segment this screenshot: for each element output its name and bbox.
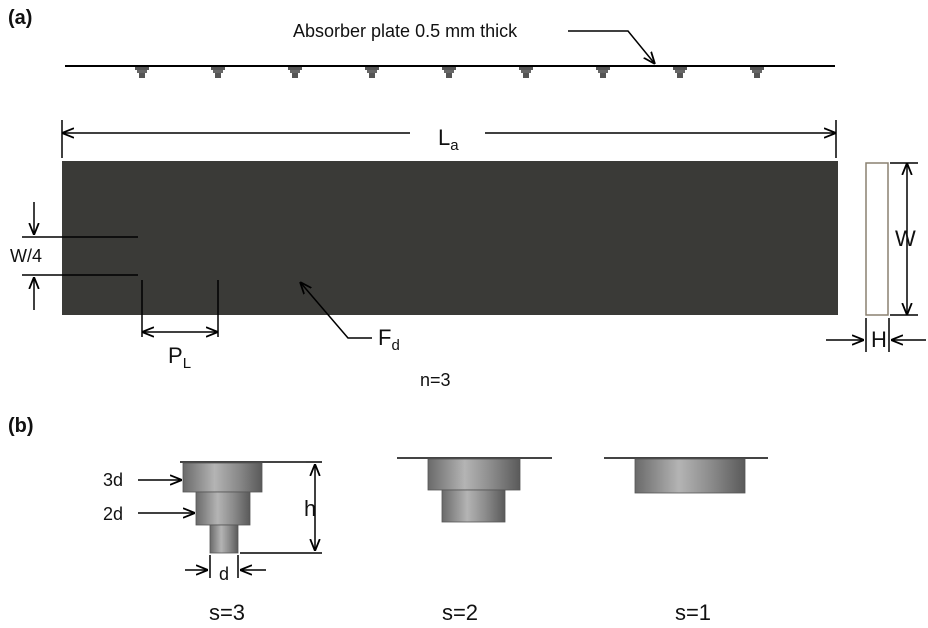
fin-profile xyxy=(135,67,149,70)
step-2d-label: 2d xyxy=(103,504,123,524)
figure: (a) Absorber plate 0.5 mm thick La W/4 P… xyxy=(0,0,928,628)
fin-profile xyxy=(446,73,452,78)
fin-profile xyxy=(596,67,610,70)
height-label: H xyxy=(871,327,887,352)
absorber-top-view xyxy=(62,161,838,315)
fin-profile xyxy=(288,67,302,70)
side-view xyxy=(866,163,888,315)
fin-block xyxy=(428,459,520,490)
step-3d-label: 3d xyxy=(103,470,123,490)
fin-profile xyxy=(675,70,685,73)
fin-profile xyxy=(673,67,687,70)
fin-profile xyxy=(442,67,456,70)
fin-profile xyxy=(365,67,379,70)
fin-profile xyxy=(523,73,529,78)
rows-label: n=3 xyxy=(420,370,451,390)
fin-block xyxy=(196,492,250,525)
quarter-width-label: W/4 xyxy=(10,246,42,266)
case-label: s=3 xyxy=(209,600,245,625)
fin-profile xyxy=(139,73,145,78)
fin-profile xyxy=(292,73,298,78)
text: d xyxy=(391,337,399,354)
fin-diameter-label: Fd xyxy=(378,325,400,354)
fin-profile xyxy=(677,73,683,78)
d-label: d xyxy=(219,564,229,584)
fin-block xyxy=(635,459,745,493)
text: P xyxy=(168,343,183,368)
text: L xyxy=(438,125,450,150)
text: L xyxy=(183,355,191,372)
fin-block xyxy=(210,525,238,553)
fin-profile xyxy=(752,70,762,73)
fin-profile xyxy=(213,70,223,73)
note-leader xyxy=(568,31,655,64)
fin-profile xyxy=(600,73,606,78)
fin-profile xyxy=(369,73,375,78)
h-label: h xyxy=(304,496,316,521)
part-b-label: (b) xyxy=(8,415,34,437)
fin-profile xyxy=(290,70,300,73)
fin-profile xyxy=(367,70,377,73)
plate-note: Absorber plate 0.5 mm thick xyxy=(293,21,518,41)
pitch-label: PL xyxy=(168,343,191,372)
fin-block xyxy=(183,463,262,492)
text: F xyxy=(378,325,391,350)
fin-block xyxy=(442,490,505,522)
fin-profile xyxy=(137,70,147,73)
case-label: s=1 xyxy=(675,600,711,625)
fin-profile xyxy=(598,70,608,73)
fin-profile xyxy=(521,70,531,73)
part-a-label: (a) xyxy=(8,7,32,29)
width-label: W xyxy=(895,226,916,251)
fin-profile xyxy=(519,67,533,70)
fin-profile xyxy=(444,70,454,73)
fin-profile xyxy=(750,67,764,70)
fin-profile xyxy=(754,73,760,78)
text: a xyxy=(450,137,459,154)
fin-profile xyxy=(211,67,225,70)
case-label: s=2 xyxy=(442,600,478,625)
fin-profile xyxy=(215,73,221,78)
length-label: La xyxy=(438,125,459,154)
